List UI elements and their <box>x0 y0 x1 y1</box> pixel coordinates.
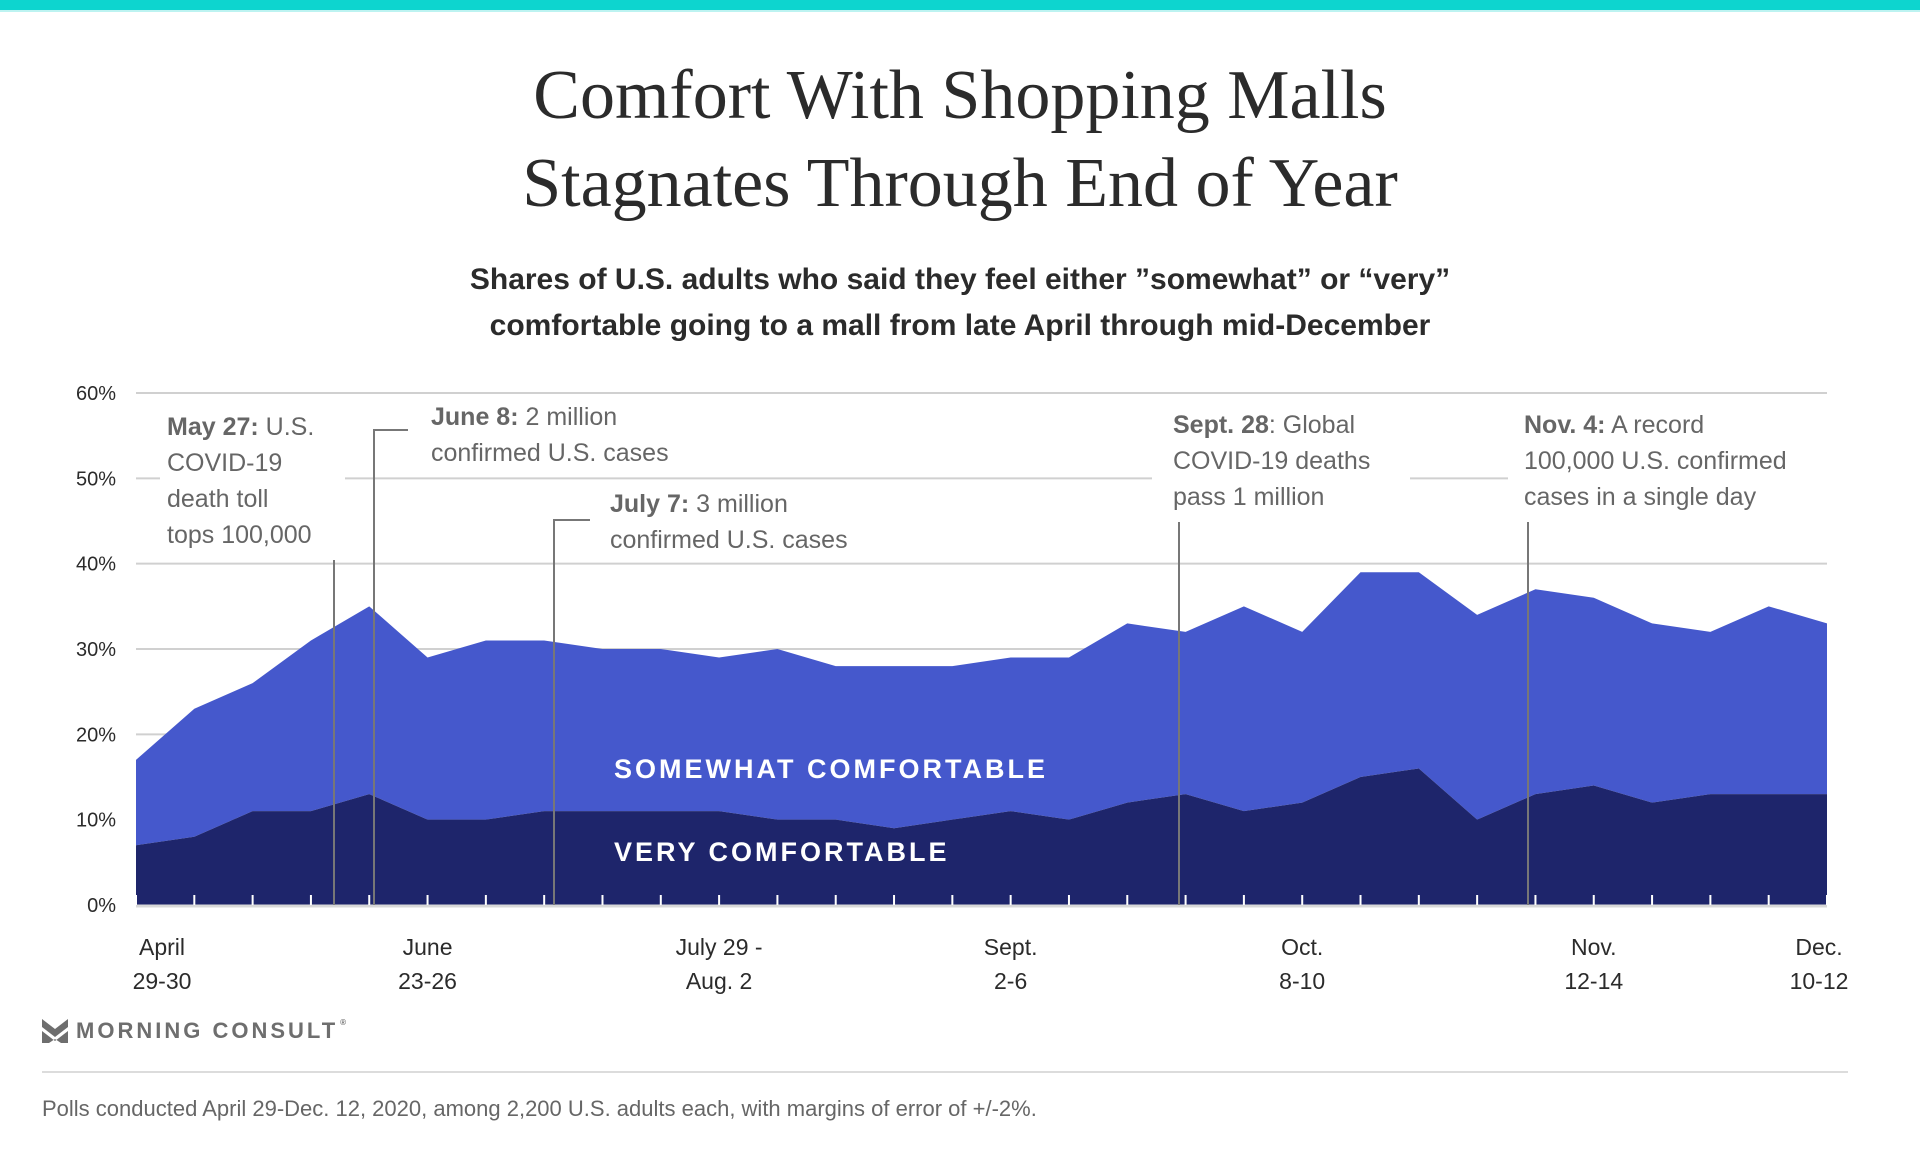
y-tick-label: 30% <box>76 639 116 661</box>
annotation-text: June 8: 2 million confirmed U.S. cases <box>431 403 669 467</box>
x-tick-label-line-1: June <box>403 934 453 960</box>
x-tick-label-line-1: Oct. <box>1281 934 1323 960</box>
registered-mark: ® <box>340 1018 350 1027</box>
annotation-date: July 7: <box>610 490 689 518</box>
annotation: Sept. 28: Global COVID-19 deaths pass 1 mi… <box>1152 405 1410 905</box>
annotation-line: A record <box>1606 411 1705 439</box>
annotations: May 27: U.S. COVID-19 death toll tops 100,0… <box>160 398 1828 905</box>
x-tick-label-line-2: 2-6 <box>994 968 1027 994</box>
x-tick-label-line-1: Nov. <box>1571 934 1617 960</box>
x-axis-labels: April 29-30 June 23-26 July 29 - Aug. 2 Sept. 2… <box>133 934 1849 994</box>
x-tick-label-line-2: 10-12 <box>1790 968 1849 994</box>
annotation-background <box>598 483 898 561</box>
title-line-1: Comfort With Shopping Malls <box>533 57 1387 134</box>
y-tick-label: 10% <box>76 810 116 832</box>
x-tick-label: Sept. 2-6 <box>984 934 1038 994</box>
y-tick-label: 0% <box>87 895 116 917</box>
annotation-line: 100,000 U.S. confirmed <box>1524 447 1787 475</box>
subtitle-line-2: comfortable going to a mall from late Ap… <box>489 309 1431 342</box>
x-tick-label-line-1: Sept. <box>984 934 1038 960</box>
x-tick-label-line-2: Aug. 2 <box>686 968 753 994</box>
somewhat-comfortable-label: SOMEWHAT COMFORTABLE <box>614 754 1048 784</box>
annotation-text: May 27: U.S. COVID-19 death toll tops 100,0… <box>167 413 314 549</box>
x-tick-label-line-2: 29-30 <box>133 968 192 994</box>
annotation-line: confirmed U.S. cases <box>610 526 848 554</box>
annotation-date: Nov. 4: <box>1524 411 1606 439</box>
annotation-text: Nov. 4: A record 100,000 U.S. confirmed ca… <box>1524 411 1787 511</box>
annotation-line: cases in a single day <box>1524 483 1757 511</box>
annotation-background <box>160 408 345 558</box>
somewhat-comfortable-area <box>136 572 1827 846</box>
x-tick-label: June 23-26 <box>398 934 457 994</box>
annotation-line: 3 million <box>689 490 788 518</box>
x-tick-label-line-2: 23-26 <box>398 968 457 994</box>
x-tick-label: July 29 - Aug. 2 <box>676 934 763 994</box>
brand-logo: MORNING CONSULT ® <box>42 1018 349 1044</box>
y-tick-label: 60% <box>76 383 116 405</box>
very-comfortable-label: VERY COMFORTABLE <box>614 837 950 867</box>
morning-consult-logo-icon <box>42 1019 68 1043</box>
annotation-text: Sept. 28: Global COVID-19 deaths pass 1 mi… <box>1173 411 1370 511</box>
annotation-line: pass 1 million <box>1173 483 1324 511</box>
y-tick-label: 50% <box>76 468 116 490</box>
annotation-background <box>1152 405 1410 520</box>
annotation: July 7: 3 million confirmed U.S. cases <box>553 483 898 905</box>
footer-divider <box>42 1071 1848 1073</box>
annotation-date: May 27: <box>167 413 259 441</box>
x-tick-label-line-2: 12-14 <box>1564 968 1623 994</box>
annotation-line: confirmed U.S. cases <box>431 439 669 467</box>
y-axis: 0% 10% 20% 30% 40% 50% 60% <box>76 383 116 917</box>
series-labels: SOMEWHAT COMFORTABLE VERY COMFORTABLE <box>614 754 1048 867</box>
footnote: Polls conducted April 29-Dec. 12, 2020, … <box>42 1096 1037 1121</box>
chart-subtitle: Shares of U.S. adults who said they feel… <box>0 257 1920 349</box>
accent-bar <box>0 0 1920 10</box>
x-tick-label-line-1: July 29 - <box>676 934 763 960</box>
x-tick-label: Nov. 12-14 <box>1564 934 1623 994</box>
y-tick-label: 40% <box>76 554 116 576</box>
x-tick-label-line-2: 8-10 <box>1279 968 1325 994</box>
annotation: June 8: 2 million confirmed U.S. cases <box>373 398 718 905</box>
annotation: Nov. 4: A record 100,000 U.S. confirmed ca… <box>1508 405 1828 905</box>
chart-title: Comfort With Shopping Malls Stagnates Th… <box>0 52 1920 228</box>
x-tick-label-line-1: Dec. <box>1795 934 1842 960</box>
subtitle-line-1: Shares of U.S. adults who said they feel… <box>469 263 1451 296</box>
annotation-text: July 7: 3 million confirmed U.S. cases <box>610 490 848 554</box>
accent-bar-shadow <box>0 10 1920 12</box>
annotation-date: June 8: <box>431 403 519 431</box>
annotation-line: COVID-19 deaths <box>1173 447 1370 475</box>
y-tick-label: 20% <box>76 724 116 746</box>
areas <box>136 572 1827 905</box>
x-tick-label: Oct. 8-10 <box>1279 934 1325 994</box>
brand-name: MORNING CONSULT ® <box>76 1018 350 1043</box>
x-tick-label: Dec. 10-12 <box>1790 934 1849 994</box>
x-tick-label-line-1: April <box>139 934 185 960</box>
x-ticks <box>135 895 1828 908</box>
annotation-line: U.S. <box>259 413 315 441</box>
annotation: May 27: U.S. COVID-19 death toll tops 100,0… <box>160 408 345 905</box>
annotation-line: 2 million <box>519 403 618 431</box>
annotation-line: : Global <box>1269 411 1355 439</box>
annotation-background <box>418 398 718 476</box>
annotation-date: Sept. 28 <box>1173 411 1269 439</box>
very-comfortable-area <box>136 768 1827 905</box>
annotation-line: death toll <box>167 485 268 513</box>
x-tick-label: April 29-30 <box>133 934 192 994</box>
annotation-background <box>1508 405 1828 520</box>
annotation-line: COVID-19 <box>167 449 282 477</box>
annotation-line: tops 100,000 <box>167 521 312 549</box>
title-line-2: Stagnates Through End of Year <box>522 145 1398 222</box>
